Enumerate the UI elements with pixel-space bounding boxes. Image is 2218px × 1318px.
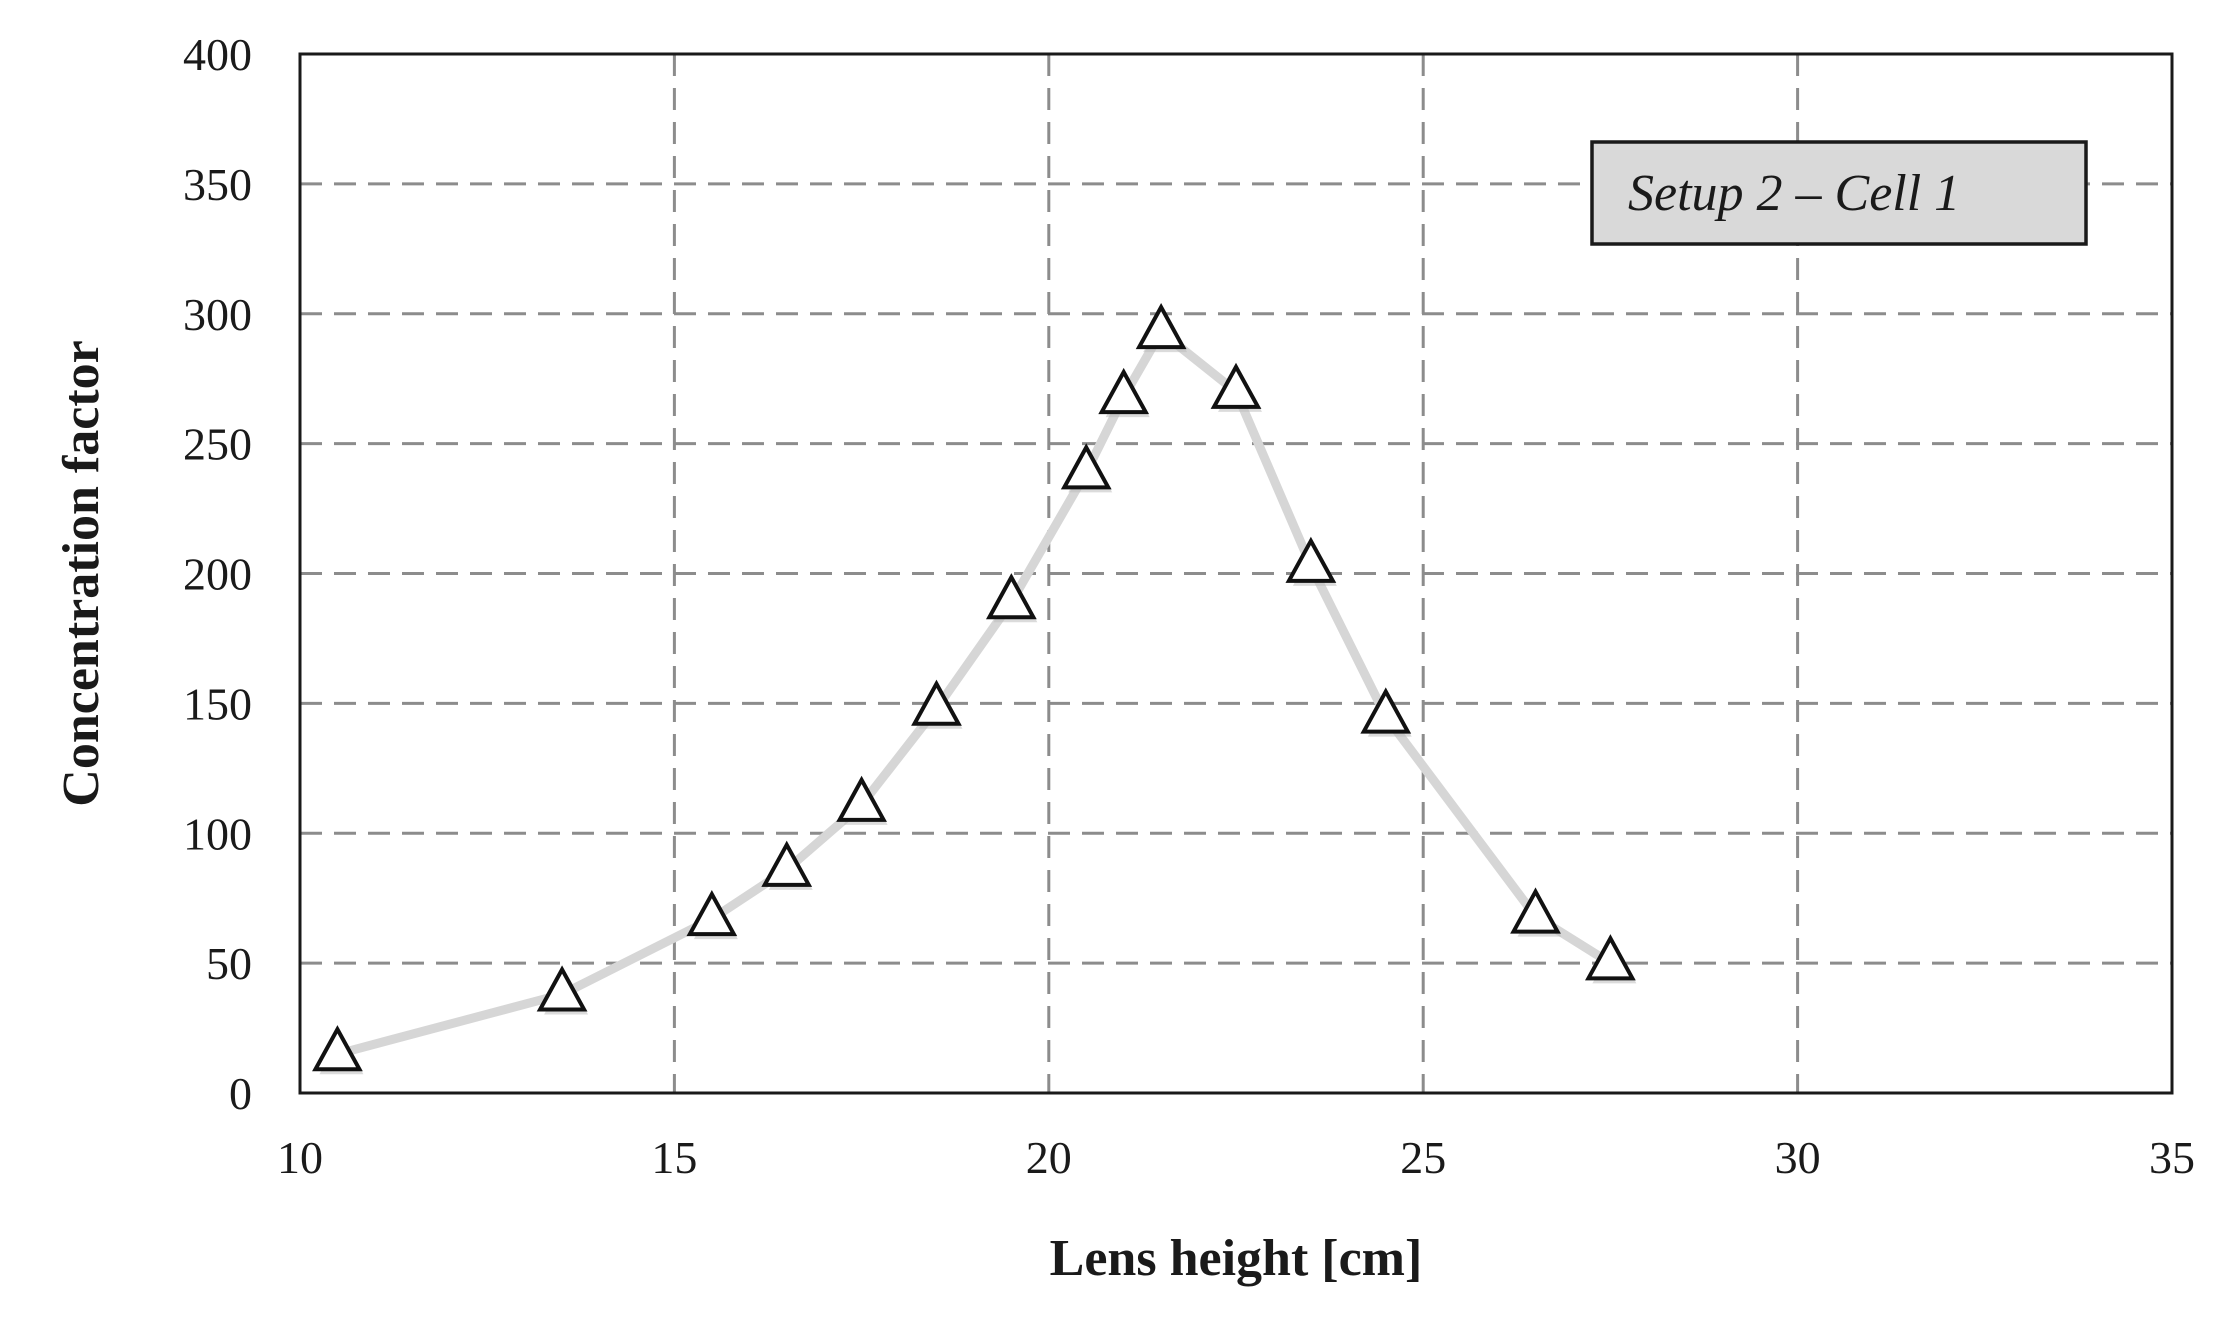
data-point <box>761 840 813 887</box>
y-tick-label: 200 <box>183 549 252 600</box>
series-line <box>332 327 1615 1059</box>
data-point <box>312 1025 363 1072</box>
grid <box>300 54 2172 1093</box>
x-tick-label: 15 <box>651 1132 697 1183</box>
legend-box <box>1590 140 2088 246</box>
x-axis-title: Lens height [cm] <box>1050 1230 1423 1287</box>
data-point <box>1360 687 1412 734</box>
data-point <box>686 890 738 937</box>
y-tick-label: 0 <box>229 1068 252 1119</box>
y-tick-label: 350 <box>183 159 252 210</box>
x-tick-label: 10 <box>277 1132 323 1183</box>
data-point <box>911 679 962 726</box>
y-tick-labels: 0 50 100 150 200 250 300 350 400 <box>183 29 252 1119</box>
data-point <box>1510 887 1561 934</box>
data-point <box>985 573 1037 620</box>
y-tick-label: 50 <box>206 938 252 989</box>
x-tick-label: 20 <box>1026 1132 1072 1183</box>
y-tick-label: 400 <box>183 29 252 80</box>
data-point <box>536 965 588 1012</box>
y-tick-label: 100 <box>183 808 252 859</box>
data-point <box>1585 934 1636 981</box>
y-tick-label: 300 <box>183 289 252 340</box>
legend: Setup 2 – Cell 1 <box>1590 140 2088 246</box>
data-point <box>1135 302 1187 350</box>
data-point <box>1098 367 1150 415</box>
x-tick-label: 30 <box>1775 1132 1821 1183</box>
x-tick-label: 35 <box>2149 1132 2195 1183</box>
x-tick-label: 25 <box>1400 1132 1446 1183</box>
data-point <box>1060 443 1112 490</box>
data-point <box>836 775 887 822</box>
data-point <box>1285 536 1337 583</box>
x-tick-labels: 10 15 20 25 30 35 <box>277 1132 2195 1183</box>
plot-area <box>298 52 2174 1095</box>
y-tick-label: 250 <box>183 419 252 470</box>
data-point <box>1210 362 1262 409</box>
legend-entry: Setup 2 – Cell 1 <box>1628 165 1960 222</box>
y-tick-label: 150 <box>183 678 252 729</box>
y-axis-title: Concentration factor <box>53 340 110 806</box>
series-group <box>312 302 1637 1075</box>
